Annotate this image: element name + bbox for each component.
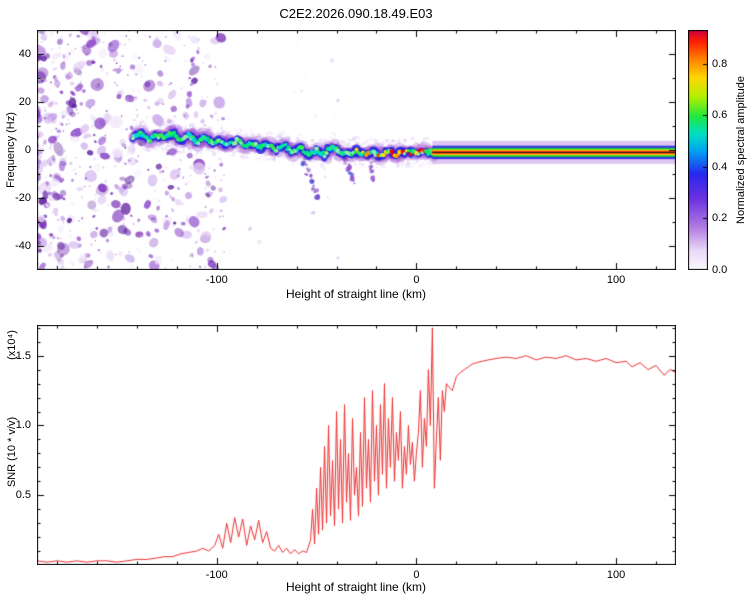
- colorbar-canvas: [688, 30, 708, 270]
- spectrogram-ylabel: Frequency (Hz): [5, 112, 17, 188]
- spectrogram-y-tick-label: -20: [15, 192, 31, 204]
- snr-xlabel: Height of straight line (km): [285, 580, 427, 594]
- colorbar-tick-label: 0.4: [712, 160, 728, 173]
- colorbar-tick-label: 0.6: [712, 109, 728, 122]
- spectrogram-canvas: [37, 30, 676, 270]
- colorbar-tick-label: 0.2: [712, 212, 728, 225]
- spectrogram-xlabel: Height of straight line (km): [285, 287, 427, 301]
- colorbar-tick-label: 0.8: [712, 57, 728, 70]
- spectrogram-x-tick-label: 100: [606, 274, 626, 286]
- snr-x-tick-label: -100: [205, 569, 228, 581]
- spectrogram-y-tick-label: -40: [15, 240, 31, 252]
- colorbar-tick-label: 0.0: [712, 264, 728, 276]
- spectrogram-y-tick-label: 0: [24, 144, 31, 156]
- spectrogram-x-tick-label: -100: [205, 274, 228, 286]
- spectrogram-x-tick-label: 0: [413, 274, 420, 286]
- snr-x-tick-label: 100: [606, 569, 626, 581]
- spectrogram-y-tick-label: 40: [18, 48, 31, 60]
- snr-x-tick-label: 0: [413, 569, 420, 581]
- plot-title: C2E2.2026.090.18.49.E03: [279, 6, 433, 21]
- snr-y-tick-label: 1.0: [15, 419, 31, 432]
- spectrogram-y-tick-label: 20: [18, 96, 31, 108]
- snr-y-tick-label: 1.5: [15, 349, 31, 362]
- snr-canvas: [37, 325, 676, 565]
- snr-y-tick-label: 0.5: [15, 489, 31, 502]
- colorbar-label: Normalized spectral amplitude: [735, 76, 747, 224]
